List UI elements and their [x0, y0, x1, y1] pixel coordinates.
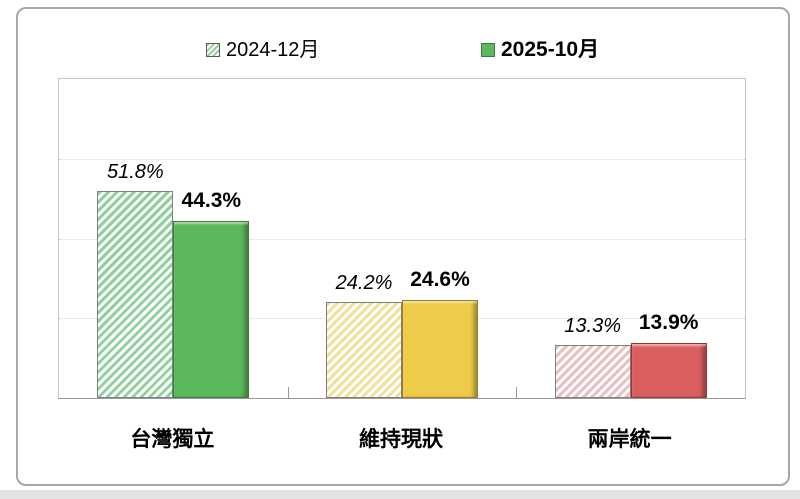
value-label-prev-1: 24.2%	[335, 271, 393, 294]
legend-swatch-hatched-icon	[206, 43, 220, 57]
plot-area: 51.8% 44.3% 24.2% 24.6% 13.3% 13.9%	[58, 78, 746, 399]
gridline-40	[59, 238, 745, 240]
value-label-curr-1: 24.6%	[410, 267, 470, 291]
value-label-prev-2: 13.3%	[564, 314, 622, 337]
bar-prev-2	[554, 344, 631, 398]
bar-curr-2	[630, 342, 707, 398]
bar-prev-1	[326, 301, 402, 398]
legend-swatch-solid-icon	[481, 43, 495, 57]
bar-prev-0	[97, 191, 174, 398]
value-label-curr-2: 13.9%	[638, 310, 699, 334]
value-label-prev-0: 51.8%	[106, 161, 164, 184]
page-bottom-divider	[0, 490, 800, 499]
legend-item-2025-10: 2025-10月	[481, 38, 599, 62]
legend-label-2024-12: 2024-12月	[226, 39, 320, 61]
bar-curr-0	[173, 221, 250, 398]
legend-label-2025-10: 2025-10月	[501, 38, 600, 61]
legend-item-2024-12: 2024-12月	[206, 38, 319, 62]
value-label-curr-0: 44.3%	[181, 189, 242, 213]
x-axis-tick-1	[287, 387, 289, 398]
chart-legend: 2024-12月 2025-10月	[0, 38, 800, 62]
x-axis-tick-2	[516, 387, 518, 398]
bar-curr-1	[402, 299, 478, 398]
gridline-60	[59, 158, 745, 160]
